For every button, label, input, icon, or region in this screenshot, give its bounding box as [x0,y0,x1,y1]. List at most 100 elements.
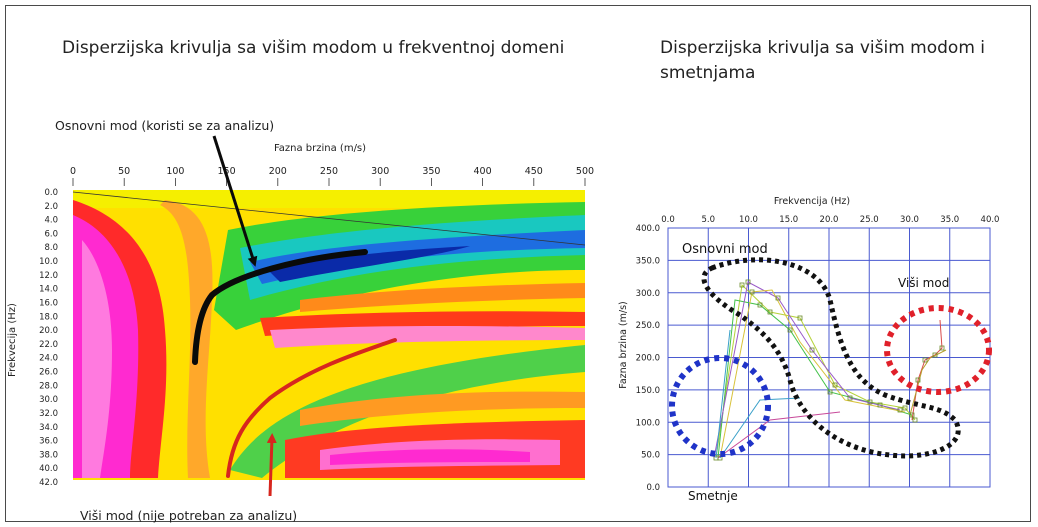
left-y-tick-label: 32.0 [39,409,58,419]
higher-mode-curve [226,338,397,478]
pick-marker [797,315,803,321]
left-y-tick-label: 22.0 [39,340,58,350]
left-panel-title: Disperzijska krivulja sa višim modom u f… [62,38,565,58]
pick-marker [767,309,773,315]
right-x-axis-label: Frekvencija (Hz) [774,196,850,207]
figure-frame [5,5,1031,522]
right-y-axis-label: Fazna brzina (m/s) [618,301,629,389]
left-x-tick-label: 450 [525,166,543,177]
pick-marker [877,402,883,408]
right-y-tick-label: 300.0 [636,289,660,299]
right-x-ticks: 0.0 5.0 10.0 15.0 20.0 25.0 30.0 35.0 40.0 [661,215,999,225]
left-y-tick-label: 42.0 [39,478,58,488]
pick-marker [757,302,763,308]
left-x-tick-label: 0 [70,166,76,177]
higher-mode-outline [884,305,992,395]
pick-marker [775,295,781,301]
pick-marker [832,382,838,388]
left-x-tick-label: 50 [118,166,130,177]
pick-marker [932,352,938,358]
right-x-tick-label: 0.0 [661,215,675,225]
left-y-tick-label: 0.0 [44,188,58,198]
left-y-tick-label: 10.0 [39,257,58,267]
left-x-tick-label: 200 [269,166,287,177]
left-y-tick-label: 14.0 [39,285,58,295]
left-y-tick-label: 28.0 [39,381,58,391]
pick-marker [787,327,793,333]
left-y-tick-label: 20.0 [39,326,58,336]
pick-marker [897,407,903,413]
pick-marker [847,395,853,401]
higher-mode-arrow [266,433,277,497]
right-x-tick-label: 10.0 [739,215,758,225]
noise-label: Smetnje [688,489,738,503]
left-y-tick-label: 26.0 [39,368,58,378]
right-x-tick-label: 5.0 [701,215,715,225]
right-y-tick-label: 150.0 [636,386,660,396]
pick-marker [745,279,751,285]
left-x-tick-label: 500 [576,166,594,177]
right-x-tick-label: 25.0 [860,215,879,225]
higher-mode-label: Viši mod [898,276,949,290]
basic-mode-arrow [212,135,258,267]
left-y-tick-label: 16.0 [39,298,58,308]
right-y-tick-label: 250.0 [636,321,660,331]
left-y-tick-label: 12.0 [39,271,58,281]
basic-mode-annotation: Osnovni mod (koristi se za analizu) [55,118,275,133]
pick-marker [809,347,815,353]
picked-points [713,279,945,461]
left-x-tick-label: 250 [320,166,338,177]
left-y-tick-label: 24.0 [39,354,58,364]
higher-mode-annotation: Viši mod (nije potreban za analizu) [80,508,298,523]
left-y-tick-label: 18.0 [39,312,58,322]
right-y-tick-label: 200.0 [636,354,660,364]
right-x-tick-label: 35.0 [940,215,959,225]
left-x-tick-label: 100 [166,166,184,177]
pick-marker [902,405,908,411]
right-x-tick-label: 40.0 [981,215,1000,225]
left-x-tick-label: 400 [474,166,492,177]
pick-marker [739,282,745,288]
pick-marker [909,412,915,418]
right-x-tick-label: 15.0 [779,215,798,225]
noise-outline [669,355,771,457]
left-y-axis-label: Frekvecija (Hz) [7,303,18,377]
left-y-tick-label: 34.0 [39,423,58,433]
left-dispersion-plot: Fazna brzina (m/s) 050100150200250300350… [7,135,594,497]
left-y-tick-label: 4.0 [44,216,58,226]
right-y-tick-label: 50.0 [641,451,660,461]
left-x-axis-label: Fazna brzina (m/s) [274,143,366,154]
dispersion-colormap [72,190,586,480]
basic-mode-curve [192,249,368,365]
left-y-tick-label: 30.0 [39,395,58,405]
right-y-ticks: 400.0 350.0 300.0 250.0 200.0 150.0 100.0 50.0 0… [636,224,660,493]
left-y-tick-label: 40.0 [39,464,58,474]
right-y-tick-label: 350.0 [636,256,660,266]
left-x-ticks: 050100150200250300350400450500 [70,166,594,186]
pick-marker [827,389,833,395]
pick-marker [912,417,918,423]
basic-mode-label: Osnovni mod [682,242,768,257]
pick-marker [939,345,945,351]
pick-marker [867,399,873,405]
left-y-tick-label: 8.0 [44,243,58,253]
right-y-tick-label: 0.0 [646,483,660,493]
picked-curves [713,281,947,459]
pick-marker [749,289,755,295]
right-dispersion-plot: Frekvencija (Hz) 0.0 5.0 10.0 15.0 20.0 25.0 3… [618,196,999,503]
left-x-tick-label: 350 [422,166,440,177]
left-y-tick-label: 38.0 [39,450,58,460]
left-y-ticks: 0.0 2.0 4.0 6.0 8.0 10.0 12.0 14.0 16.0 18.0 20.0 2… [39,188,58,488]
right-y-tick-label: 100.0 [636,418,660,428]
left-x-tick-label: 300 [371,166,389,177]
left-y-tick-label: 6.0 [44,229,58,239]
basic-mode-outline [701,257,961,459]
pick-marker [915,377,921,383]
pick-marker [717,455,723,461]
right-x-tick-label: 30.0 [900,215,919,225]
right-y-tick-label: 400.0 [636,224,660,234]
left-y-tick-label: 36.0 [39,437,58,447]
right-panel-title: Disperzijska krivulja sa višim modom i s… [660,38,986,83]
left-y-tick-label: 2.0 [44,202,58,212]
